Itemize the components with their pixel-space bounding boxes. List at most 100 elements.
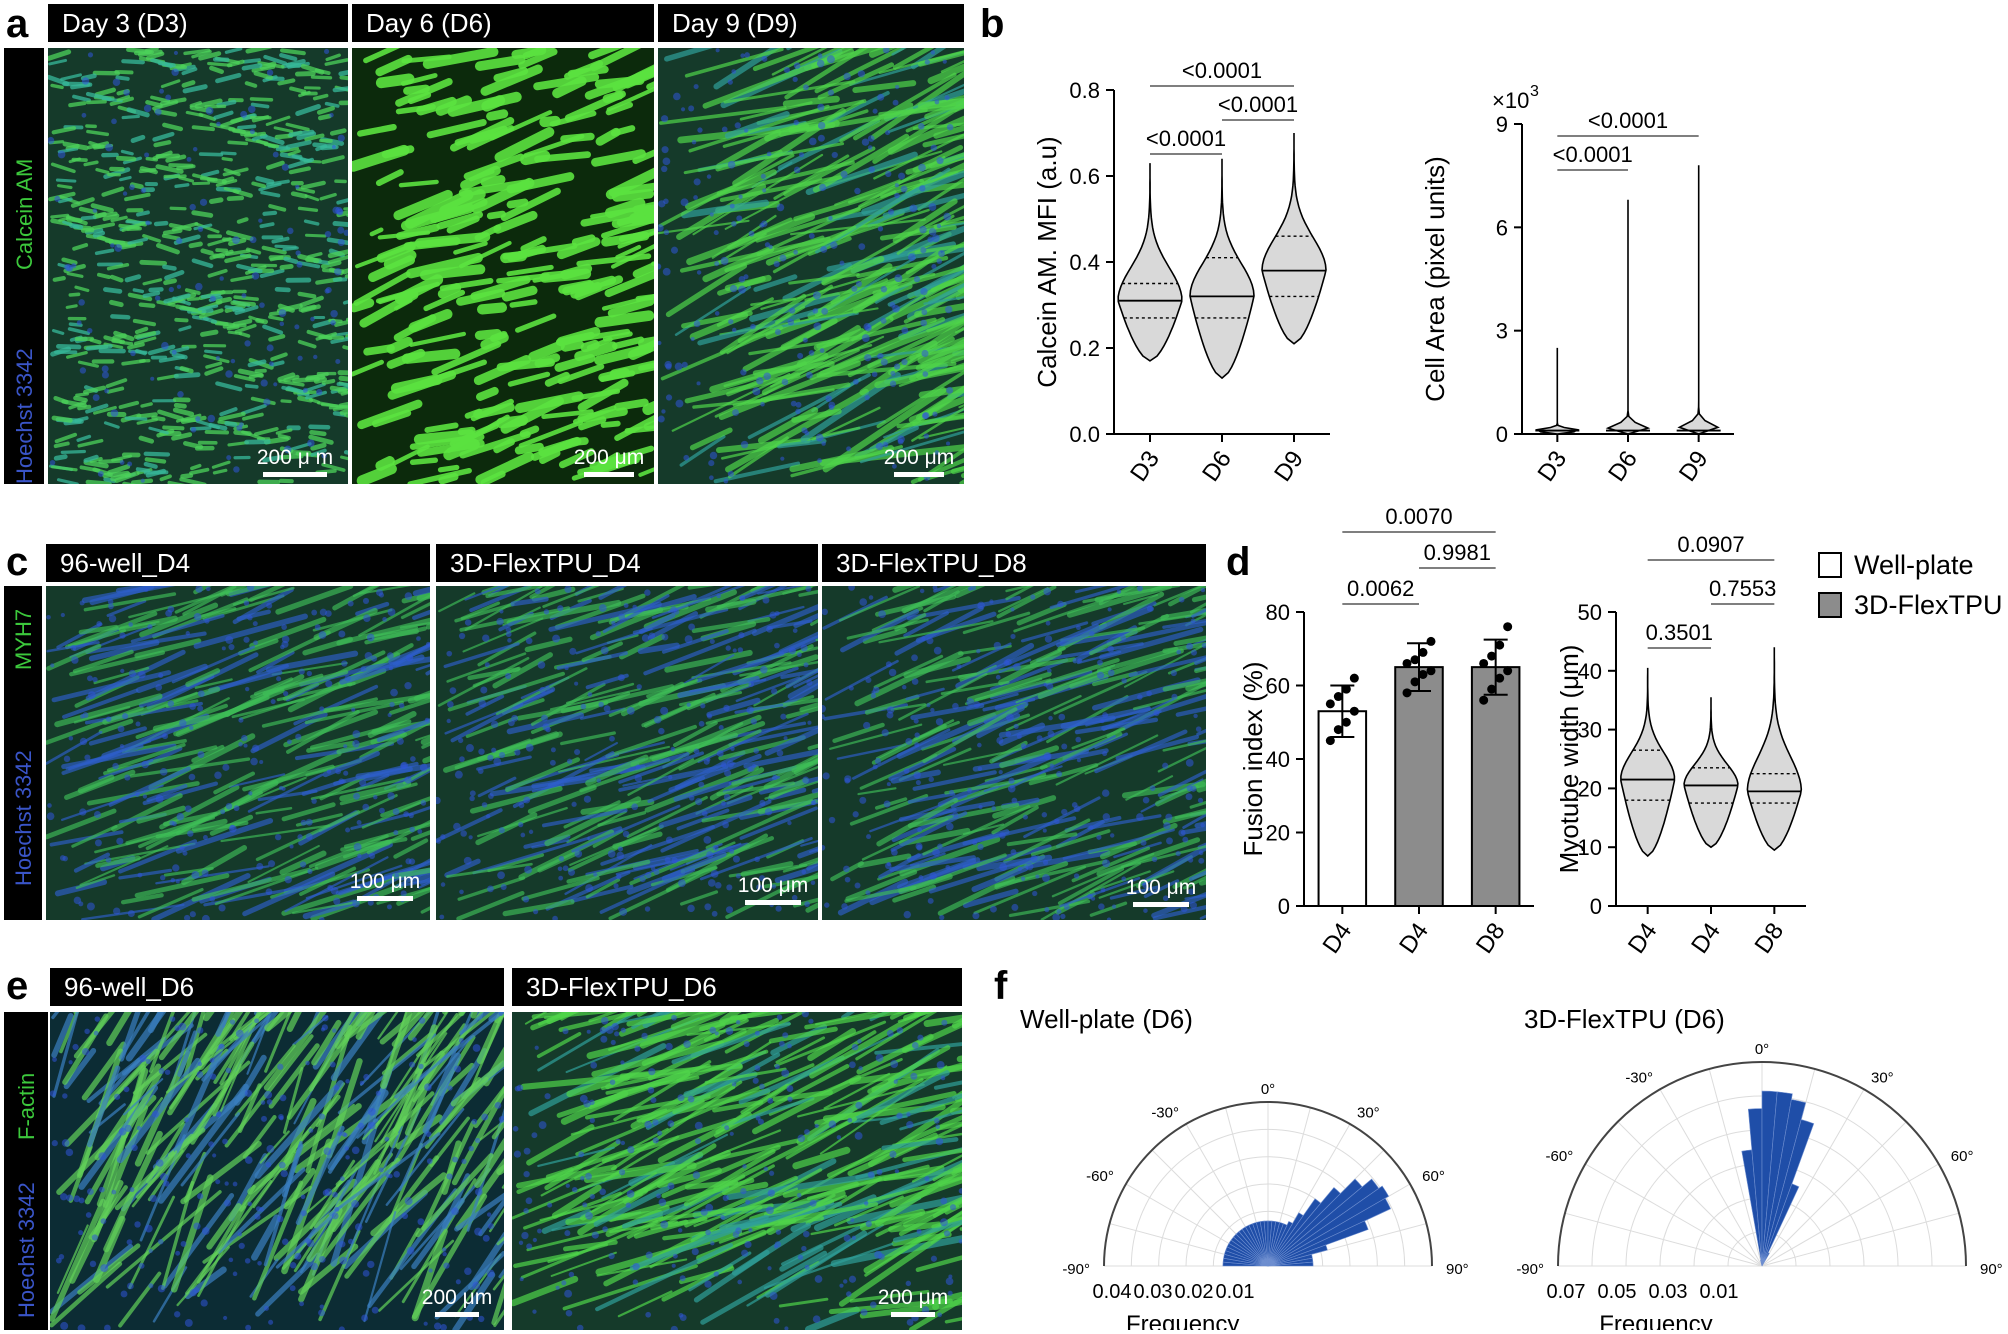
nucleus bbox=[886, 782, 891, 787]
nucleus bbox=[218, 904, 226, 912]
cell bbox=[998, 586, 1049, 613]
cell bbox=[896, 414, 964, 429]
nucleus bbox=[766, 625, 773, 633]
nucleus bbox=[557, 866, 563, 872]
scalebar-label: 200 μm bbox=[877, 1286, 949, 1309]
nucleus bbox=[85, 1212, 92, 1218]
nucleus bbox=[167, 700, 175, 707]
cell bbox=[143, 451, 171, 457]
cell bbox=[638, 612, 676, 635]
nucleus bbox=[596, 778, 602, 783]
cell bbox=[867, 205, 914, 228]
nucleus bbox=[299, 1301, 305, 1307]
nucleus bbox=[645, 1311, 652, 1318]
nucleus bbox=[189, 203, 196, 211]
nucleus bbox=[727, 470, 735, 477]
cell bbox=[483, 1046, 504, 1087]
cell bbox=[295, 1125, 345, 1226]
nucleus bbox=[80, 714, 85, 719]
nucleus bbox=[525, 743, 534, 752]
cell bbox=[491, 1282, 504, 1326]
cell bbox=[234, 305, 259, 315]
cell bbox=[832, 722, 885, 743]
nucleus bbox=[229, 1019, 236, 1025]
cell bbox=[890, 811, 968, 852]
nucleus bbox=[878, 610, 887, 619]
micrograph-texture bbox=[822, 586, 1206, 920]
nucleus bbox=[909, 204, 918, 213]
cell bbox=[874, 797, 908, 810]
nucleus bbox=[1140, 839, 1147, 846]
nucleus bbox=[358, 1122, 365, 1129]
nucleus bbox=[482, 634, 490, 642]
nucleus bbox=[385, 1173, 390, 1178]
y-tick-label: 40 bbox=[1266, 747, 1290, 772]
nucleus bbox=[332, 206, 340, 214]
nucleus bbox=[600, 646, 609, 655]
cell bbox=[321, 462, 346, 472]
nucleus bbox=[1193, 713, 1198, 719]
nucleus bbox=[906, 1112, 911, 1117]
nucleus bbox=[190, 427, 197, 433]
nucleus bbox=[613, 883, 619, 889]
nucleus bbox=[748, 230, 755, 237]
nucleus bbox=[165, 94, 172, 101]
nucleus bbox=[694, 1121, 703, 1130]
cell bbox=[458, 240, 512, 269]
nucleus bbox=[78, 1230, 84, 1236]
nucleus bbox=[665, 1042, 673, 1051]
nucleus bbox=[249, 236, 257, 244]
nucleus bbox=[1142, 796, 1150, 804]
cell bbox=[539, 115, 561, 128]
cell bbox=[224, 1034, 314, 1148]
nucleus bbox=[622, 830, 630, 838]
cell bbox=[868, 1097, 962, 1168]
nucleus bbox=[703, 836, 712, 844]
cell bbox=[160, 79, 181, 89]
cell bbox=[357, 399, 423, 430]
nucleus bbox=[877, 352, 884, 360]
nucleus bbox=[890, 370, 896, 376]
cell bbox=[1189, 800, 1206, 809]
cell bbox=[545, 1140, 656, 1179]
cell bbox=[1023, 796, 1101, 839]
cell bbox=[125, 1012, 167, 1062]
x-tick-label: D3 bbox=[1533, 446, 1573, 487]
nucleus bbox=[886, 1029, 894, 1037]
cell bbox=[1196, 784, 1206, 793]
nucleus bbox=[305, 818, 313, 826]
nucleus bbox=[819, 348, 825, 353]
cell bbox=[768, 1026, 838, 1044]
cell bbox=[262, 455, 283, 463]
nucleus bbox=[113, 907, 121, 915]
nucleus bbox=[572, 1186, 578, 1193]
cell bbox=[127, 342, 145, 350]
nucleus bbox=[1057, 600, 1064, 608]
nucleus bbox=[583, 795, 592, 803]
nucleus bbox=[263, 1305, 270, 1311]
cell bbox=[1094, 732, 1129, 749]
nucleus bbox=[1077, 658, 1083, 664]
cell bbox=[902, 1148, 962, 1163]
cell bbox=[575, 627, 653, 655]
cell bbox=[248, 373, 264, 379]
cell bbox=[283, 256, 299, 264]
nucleus bbox=[300, 819, 307, 826]
cell bbox=[158, 1012, 200, 1061]
nucleus bbox=[228, 643, 235, 651]
nucleus bbox=[270, 699, 276, 705]
cell bbox=[520, 236, 547, 252]
cell bbox=[329, 128, 347, 136]
nucleus bbox=[491, 747, 497, 753]
cell bbox=[242, 1115, 277, 1159]
nucleus bbox=[679, 1275, 686, 1282]
nucleus bbox=[709, 212, 714, 217]
nucleus bbox=[669, 606, 678, 614]
cell bbox=[962, 611, 1031, 635]
cell bbox=[898, 800, 996, 822]
cell bbox=[638, 467, 654, 477]
nucleus bbox=[332, 1191, 338, 1198]
cell bbox=[68, 101, 87, 108]
nucleus bbox=[1121, 876, 1127, 882]
cell bbox=[697, 712, 809, 763]
